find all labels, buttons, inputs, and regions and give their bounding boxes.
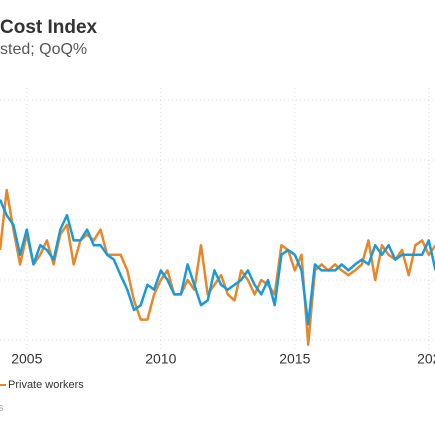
x-tick-label: 2015: [279, 351, 310, 367]
chart-subtitle: sted; QoQ%: [0, 41, 87, 58]
chart-title: Cost Index: [0, 17, 98, 38]
source: s: [0, 402, 4, 414]
x-tick-label: 202: [417, 351, 435, 367]
line-series: [0, 199, 435, 326]
x-tick-label: 2010: [145, 351, 176, 367]
x-tick-label: 2005: [11, 351, 42, 367]
line-series: [0, 188, 435, 347]
legend-label: Private workers: [8, 379, 84, 391]
